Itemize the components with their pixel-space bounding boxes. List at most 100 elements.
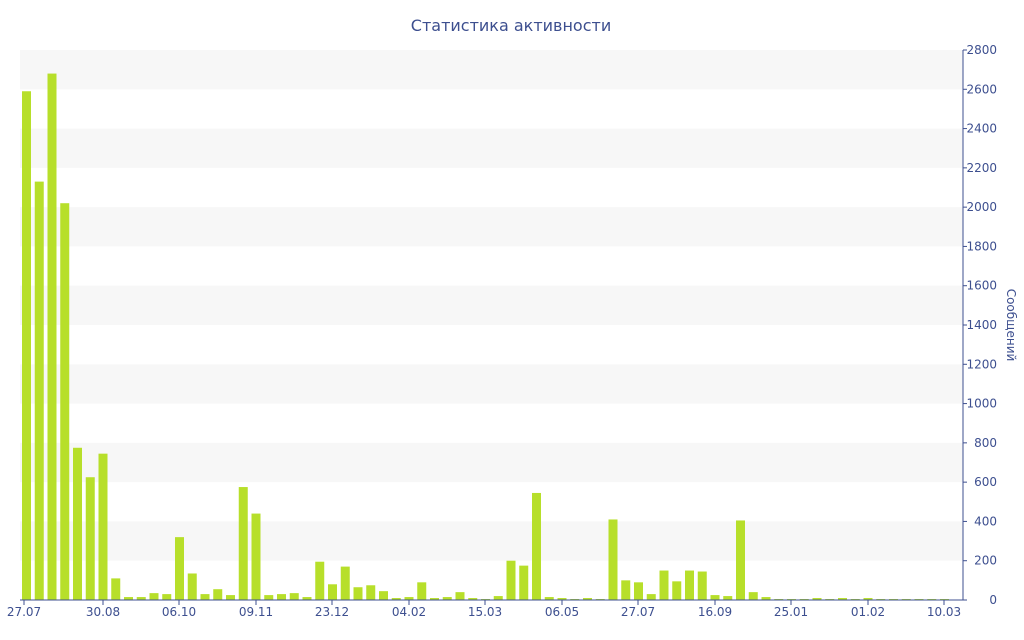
bar xyxy=(60,203,70,600)
y-tick-label: 400 xyxy=(974,514,997,528)
bar xyxy=(417,582,427,600)
x-tick-label: 27.07 xyxy=(7,605,41,619)
bar xyxy=(238,487,248,600)
bar xyxy=(838,598,847,600)
bar xyxy=(685,570,694,600)
bar xyxy=(353,587,363,600)
y-tick-label: 2600 xyxy=(966,82,997,96)
bar xyxy=(149,593,159,601)
x-tick-label: 09.11 xyxy=(239,605,273,619)
bar xyxy=(608,519,618,600)
bar xyxy=(47,73,57,600)
bar xyxy=(442,597,452,600)
bar xyxy=(277,594,286,600)
y-tick-label: 2800 xyxy=(966,43,997,57)
bar xyxy=(634,582,643,600)
bar xyxy=(366,585,376,600)
y-tick-label: 0 xyxy=(989,593,997,607)
x-axis-ticks: 27.07 30.08 06.10 09.11 23.12 04.02 15.03 06.05… xyxy=(7,600,961,619)
bar xyxy=(391,598,401,600)
bar xyxy=(532,492,541,600)
grid-bands xyxy=(20,50,963,561)
x-tick-label: 30.08 xyxy=(86,605,120,619)
x-tick-label: 27.07 xyxy=(621,605,655,619)
x-tick-label: 16.09 xyxy=(698,605,732,619)
bar xyxy=(455,592,465,600)
y-tick-label: 1000 xyxy=(966,397,997,411)
y-tick-label: 200 xyxy=(974,554,997,568)
bar xyxy=(213,589,223,600)
bar xyxy=(289,593,299,601)
y-tick-label: 1200 xyxy=(966,357,997,371)
bar xyxy=(124,597,133,600)
x-tick-label: 04.02 xyxy=(392,605,426,619)
grid-band xyxy=(20,442,963,483)
bar xyxy=(736,520,745,600)
bar xyxy=(379,591,388,600)
grid-band xyxy=(20,128,963,168)
bar xyxy=(761,597,771,600)
bar xyxy=(583,598,592,600)
bar xyxy=(493,596,503,600)
bar xyxy=(111,578,121,600)
y-tick-label: 600 xyxy=(974,475,997,489)
bar xyxy=(200,594,210,600)
x-tick-label: 10.03 xyxy=(927,605,961,619)
bar xyxy=(340,566,350,600)
grid-band xyxy=(20,207,963,247)
bar xyxy=(812,598,822,600)
x-tick-label: 01.02 xyxy=(851,605,885,619)
chart-title: Статистика активности xyxy=(411,16,611,35)
bar xyxy=(73,447,82,600)
bar xyxy=(302,597,312,600)
bar xyxy=(506,560,516,600)
bar xyxy=(646,594,656,600)
bar xyxy=(162,594,172,600)
grid-band xyxy=(20,364,963,404)
bar xyxy=(175,537,184,600)
bar xyxy=(544,597,554,600)
x-tick-label: 15.03 xyxy=(468,605,502,619)
grid-band xyxy=(20,285,963,325)
bar xyxy=(315,561,325,600)
y-axis-title: Сообщений xyxy=(1004,289,1018,362)
bar xyxy=(85,477,95,600)
grid-band xyxy=(20,50,963,90)
bar xyxy=(697,571,707,600)
bar xyxy=(557,598,567,600)
bar xyxy=(226,595,235,600)
x-tick-label: 06.10 xyxy=(162,605,196,619)
bar xyxy=(659,570,669,600)
bar xyxy=(187,573,197,600)
y-axis-ticks: 0 200 400 600 800 1000 1200 1400 1600 1800 2000 220… xyxy=(963,43,997,607)
x-tick-label: 06.05 xyxy=(545,605,579,619)
y-tick-label: 800 xyxy=(974,436,997,450)
bar xyxy=(328,584,337,600)
bar xyxy=(34,181,44,601)
x-tick-label: 25.01 xyxy=(774,605,808,619)
bar xyxy=(251,513,261,600)
y-tick-label: 1400 xyxy=(966,318,997,332)
bar xyxy=(22,91,31,600)
y-tick-label: 1800 xyxy=(966,239,997,253)
bar xyxy=(723,596,733,600)
bar xyxy=(430,598,439,600)
bar xyxy=(98,453,108,600)
bar xyxy=(863,598,873,600)
y-tick-label: 2000 xyxy=(966,200,997,214)
bar xyxy=(264,595,274,600)
bar xyxy=(468,598,478,600)
y-tick-label: 2400 xyxy=(966,122,997,136)
bar xyxy=(748,592,758,600)
y-tick-label: 2200 xyxy=(966,161,997,175)
x-tick-label: 23.12 xyxy=(315,605,349,619)
y-tick-label: 1600 xyxy=(966,279,997,293)
bar xyxy=(621,580,631,600)
bar xyxy=(519,565,529,601)
grid-band xyxy=(20,521,963,561)
bar xyxy=(404,597,414,600)
bar xyxy=(672,581,682,600)
bar xyxy=(710,595,720,600)
bar xyxy=(136,597,146,600)
